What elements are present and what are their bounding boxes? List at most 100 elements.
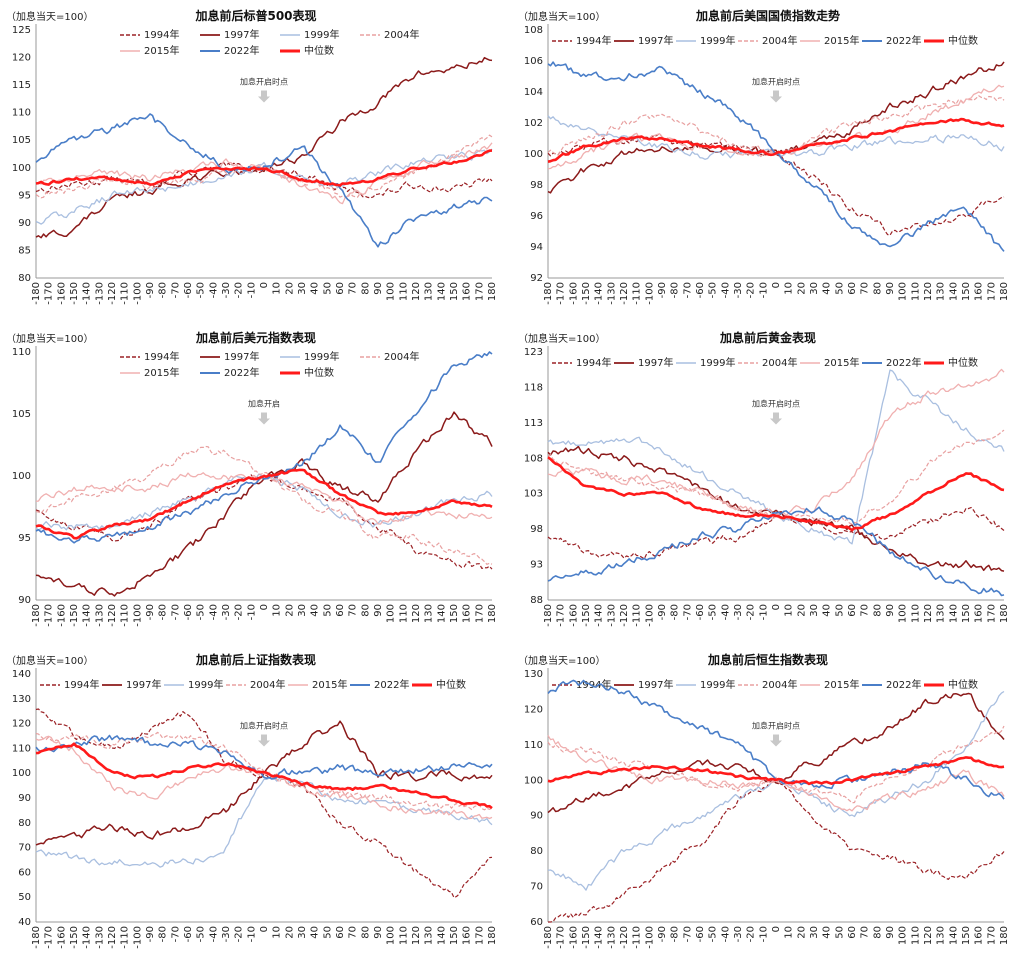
x-tick-label: 30	[297, 926, 308, 939]
y-tick-label: 95	[18, 190, 31, 201]
legend-label: 中位数	[304, 366, 334, 379]
x-tick-label: -100	[644, 604, 655, 627]
y-tick-label: 113	[524, 418, 543, 429]
y-tick-label: 103	[524, 489, 543, 500]
legend-item: 2015年	[800, 356, 859, 369]
legend-item: 1994年	[552, 34, 611, 47]
legend-item: 2022年	[862, 356, 921, 369]
legend-label: 2004年	[384, 350, 419, 363]
x-tick-label: -30	[733, 604, 744, 620]
y-tick-label: 60	[18, 867, 31, 878]
series-line	[35, 149, 493, 187]
annotation-arrow-icon	[258, 734, 270, 747]
x-tick-label: -120	[107, 282, 118, 305]
x-tick-label: 120	[411, 604, 422, 623]
x-tick-label: 90	[373, 926, 384, 939]
x-tick-label: -60	[695, 926, 706, 942]
annotation-arrow-icon	[770, 90, 782, 103]
y-tick-label: 104	[524, 87, 543, 98]
y-tick-label: 94	[530, 242, 543, 253]
x-tick-label: 150	[449, 604, 460, 623]
x-tick-label: -110	[120, 282, 131, 305]
x-tick-label: -180	[543, 926, 554, 949]
x-tick-label: 160	[974, 926, 985, 945]
x-tick-label: 60	[847, 282, 858, 295]
series-line	[547, 369, 1005, 545]
x-tick-label: -50	[196, 926, 207, 942]
x-tick-label: -100	[132, 926, 143, 949]
x-tick-label: -40	[720, 926, 731, 942]
y-tick-label: 110	[524, 740, 543, 751]
x-tick-label: -170	[556, 926, 567, 949]
x-tick-label: -10	[246, 282, 257, 298]
series-line	[547, 506, 1005, 560]
x-tick-label: 100	[898, 282, 909, 301]
x-tick-label: -120	[619, 604, 630, 627]
x-tick-label: 10	[272, 604, 283, 617]
x-tick-label: -160	[56, 926, 67, 949]
x-tick-label: -70	[170, 282, 181, 298]
legend-item: 1997年	[200, 28, 259, 41]
legend-label: 中位数	[948, 678, 978, 691]
x-tick-label: 80	[360, 926, 371, 939]
legend-label: 2004年	[762, 356, 797, 369]
panel-dollar-index: （加息当天=100） 加息前后美元指数表现 1994年 1997年 1999年 2004年…	[0, 322, 512, 640]
x-tick-label: 130	[424, 604, 435, 623]
y-tick-label: 40	[18, 917, 31, 928]
chart-title: 加息前后上证指数表现	[195, 652, 316, 667]
series-line	[35, 56, 493, 239]
series-line	[35, 776, 493, 868]
x-tick-label: 30	[809, 604, 820, 617]
x-tick-label: 0	[771, 282, 782, 288]
x-tick-label: 20	[284, 604, 295, 617]
x-tick-label: 0	[259, 604, 270, 610]
x-tick-label: 120	[923, 282, 934, 301]
x-tick-label: -40	[208, 282, 219, 298]
x-tick-label: -30	[733, 282, 744, 298]
y-tick-label: 140	[12, 669, 31, 680]
y-tick-label: 100	[12, 163, 31, 174]
legend-item: 1999年	[676, 356, 735, 369]
x-tick-label: -50	[708, 926, 719, 942]
x-tick-label: 0	[771, 926, 782, 932]
x-tick-label: -20	[746, 282, 757, 298]
series-line	[547, 456, 1005, 532]
x-tick-label: 70	[860, 604, 871, 617]
legend-label: 2015年	[144, 44, 179, 57]
x-tick-label: -40	[720, 282, 731, 298]
annotation-label: 加息开启时点	[752, 399, 800, 409]
x-tick-label: 70	[348, 282, 359, 295]
legend-label: 中位数	[948, 356, 978, 369]
y-tick-label: 80	[18, 818, 31, 829]
series-line	[35, 708, 493, 899]
x-tick-label: -90	[145, 282, 156, 298]
chart-title: 加息前后恒生指数表现	[707, 652, 828, 667]
x-tick-label: -100	[132, 282, 143, 305]
legend-item: 中位数	[412, 678, 466, 691]
x-tick-label: -170	[556, 282, 567, 305]
x-tick-label: 150	[449, 282, 460, 301]
x-tick-label: 140	[948, 282, 959, 301]
x-tick-label: 120	[923, 926, 934, 945]
series-line	[35, 113, 493, 248]
legend-item: 2004年	[360, 28, 419, 41]
x-tick-label: 20	[796, 282, 807, 295]
series-line	[547, 117, 1005, 163]
x-tick-label: -160	[56, 604, 67, 627]
x-tick-label: -140	[82, 604, 93, 627]
x-tick-label: 50	[322, 604, 333, 617]
y-tick-label: 100	[524, 149, 543, 160]
y-tick-label: 50	[18, 892, 31, 903]
x-tick-label: 40	[310, 282, 321, 295]
legend-label: 1994年	[64, 678, 99, 691]
x-tick-label: 80	[360, 282, 371, 295]
annotation-label: 加息开启时点	[240, 721, 288, 731]
x-tick-label: 40	[822, 604, 833, 617]
x-tick-label: 50	[834, 604, 845, 617]
x-tick-label: 80	[872, 282, 883, 295]
series-line	[548, 779, 1005, 923]
x-tick-label: -150	[581, 926, 592, 949]
legend-label: 2022年	[224, 44, 259, 57]
unit-label: （加息当天=100）	[518, 10, 605, 23]
y-tick-label: 110	[12, 108, 31, 119]
